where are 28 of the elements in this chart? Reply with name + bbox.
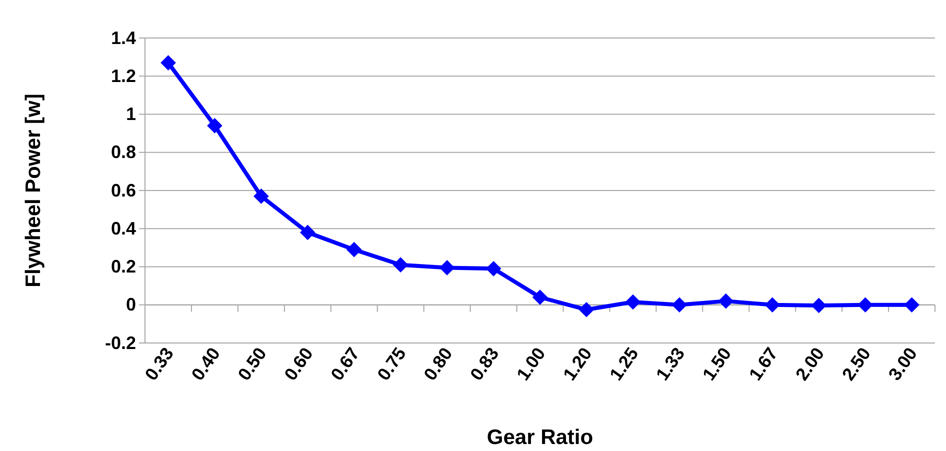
y-tick-label: -0.2 (104, 332, 136, 353)
point (718, 293, 734, 309)
y-tick-label: 0.6 (110, 180, 136, 200)
y-tick-label: 0.8 (110, 142, 136, 162)
point (764, 297, 780, 313)
point (160, 55, 176, 70)
point (625, 294, 641, 310)
point (392, 257, 408, 273)
y-tick-label: 0.2 (110, 256, 136, 277)
y-axis-title: Flywheel Power [w] (22, 94, 45, 288)
point (578, 302, 594, 318)
point (672, 297, 688, 313)
point (904, 297, 920, 313)
y-tick-label: 1 (126, 104, 136, 124)
point (254, 188, 269, 204)
point (532, 290, 548, 305)
y-tick-label: 1.4 (110, 28, 136, 48)
y-tick-label: 0 (126, 294, 136, 315)
point (207, 118, 222, 134)
point (858, 297, 873, 313)
x-axis-title: Gear Ratio (486, 426, 594, 449)
point (346, 242, 362, 258)
point (300, 224, 316, 240)
point (439, 260, 455, 276)
point (811, 298, 826, 314)
point (486, 260, 502, 276)
y-tick-label: 1.2 (110, 66, 136, 86)
y-tick-label: 0.4 (110, 218, 136, 238)
